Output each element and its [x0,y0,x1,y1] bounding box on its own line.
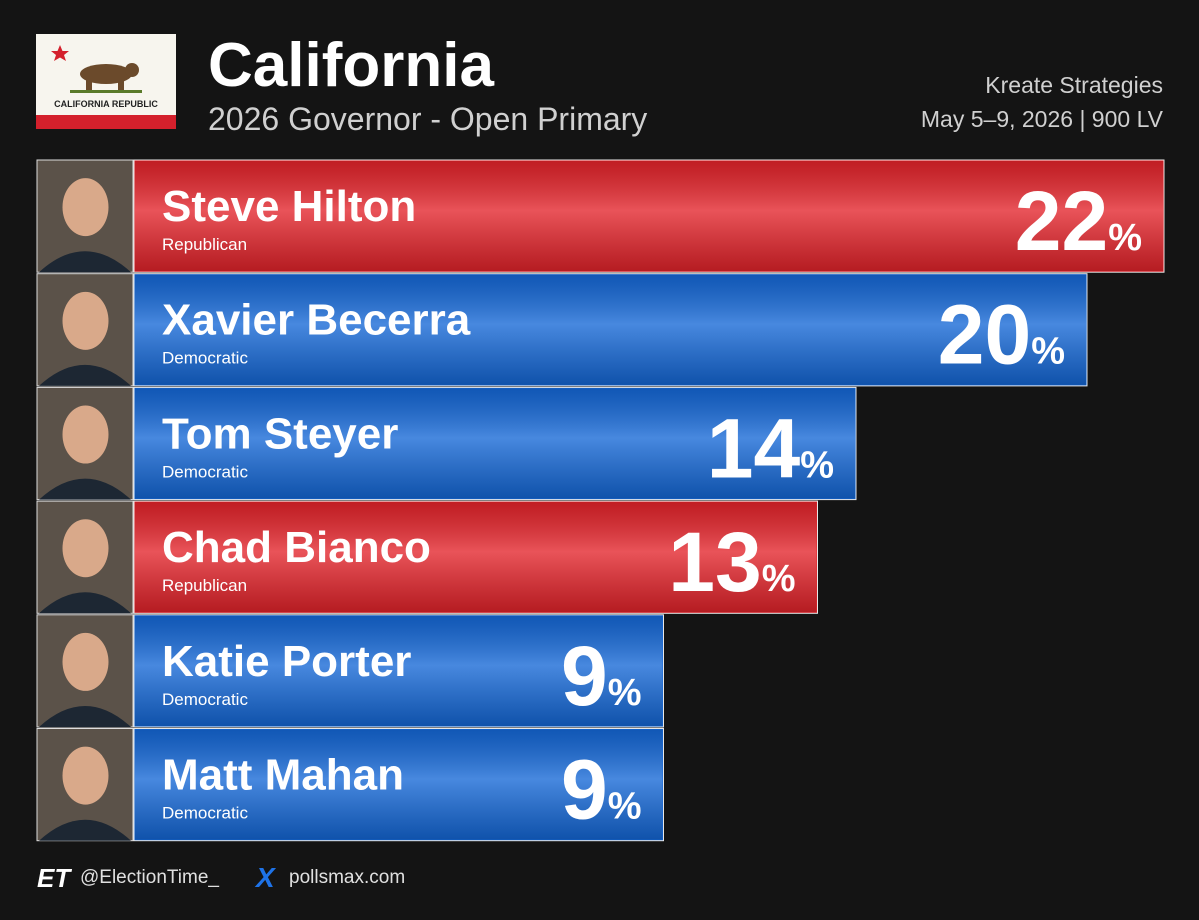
value-label: 13% [668,515,795,609]
value-label: 14% [707,401,834,495]
photo-shoulders [39,478,131,500]
photo-head [62,291,109,350]
photo-head [62,519,109,578]
photo-shoulders [39,364,131,386]
poll-source: Kreate Strategies [985,72,1163,98]
bar-shine [135,161,1163,272]
chart-subtitle: 2026 Governor - Open Primary [208,101,647,137]
flag: CALIFORNIA REPUBLIC [36,34,176,129]
candidate-name: Matt Mahan [162,751,404,800]
candidate-name: Chad Bianco [162,523,431,572]
candidate-party: Democratic [162,690,248,709]
candidate-party: Republican [162,235,247,254]
photo-head [62,632,109,691]
footer-handle: @ElectionTime_ [80,867,219,888]
bar-shine [135,615,663,726]
value-label: 9% [561,743,642,837]
bar-shine [135,274,1086,385]
bar-shine [135,502,817,613]
value-label: 22% [1015,174,1142,268]
value-label: 20% [938,288,1065,382]
candidate-party: Republican [162,576,247,595]
footer-logo: ET [37,863,72,893]
footer: ET @ElectionTime_ X pollsmax.com [37,862,405,893]
poll-dates: May 5–9, 2026 | 900 LV [921,106,1164,132]
footer-x-logo: X [254,862,277,893]
bars: Steve Hilton Republican 22% Xavier Becerra D… [36,159,1165,842]
candidate-name: Katie Porter [162,637,411,686]
candidate-party: Democratic [162,349,248,368]
flag-text: CALIFORNIA REPUBLIC [54,99,158,109]
photo-head [62,746,109,805]
photo-shoulders [39,251,131,273]
candidate-party: Democratic [162,462,248,481]
photo-head [62,405,109,464]
bar-shine [135,729,663,840]
candidate-name: Xavier Becerra [162,296,471,345]
bar-shine [135,388,855,499]
candidate-party: Democratic [162,804,248,823]
photo-shoulders [39,592,131,614]
candidate-name: Steve Hilton [162,182,416,231]
candidate-name: Tom Steyer [162,409,398,458]
photo-shoulders [39,706,131,727]
photo-shoulders [39,819,131,841]
chart-title: California [208,31,494,100]
photo-head [62,178,109,237]
footer-website: pollsmax.com [289,867,405,888]
value-label: 9% [561,629,642,723]
